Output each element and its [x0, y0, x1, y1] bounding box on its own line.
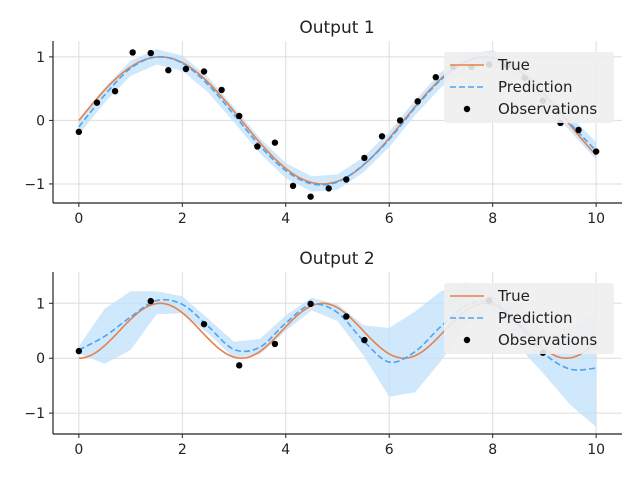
x-tick-label: 2 [178, 211, 187, 227]
x-tick-label: 4 [281, 442, 290, 458]
x-tick-label: 6 [385, 442, 394, 458]
observation-point [325, 185, 332, 192]
y-tick-label: −1 [24, 406, 45, 422]
y-tick-label: 0 [36, 351, 45, 367]
observation-point [396, 117, 404, 124]
legend-observations-swatch [463, 105, 471, 113]
observation-point [75, 128, 83, 136]
observation-point [575, 126, 582, 134]
panel-2-title: Output 2 [299, 249, 374, 269]
x-tick-label: 10 [587, 211, 605, 227]
observation-point [236, 112, 243, 120]
observation-point [307, 300, 314, 308]
observation-point [254, 143, 261, 150]
legend-box [444, 283, 614, 354]
x-tick-label: 8 [488, 211, 497, 227]
observation-point [75, 347, 83, 355]
x-tick-label: 2 [178, 442, 187, 458]
legend-prediction-label: Prediction [498, 78, 573, 96]
legend-observations-label: Observations [498, 100, 597, 118]
observation-point [218, 86, 225, 94]
legend-prediction-label: Prediction [498, 309, 573, 327]
observation-point [165, 67, 172, 74]
legend-observations-label: Observations [498, 331, 597, 349]
observation-point [343, 176, 350, 183]
y-tick-label: 1 [36, 296, 45, 312]
legend-box [444, 52, 614, 123]
x-tick-label: 8 [488, 442, 497, 458]
y-tick-label: −1 [24, 177, 45, 193]
panel-output-2: Output 2 0 2 4 6 8 10 −1 0 1 True Prediction Obser… [24, 249, 622, 458]
legend-true-label: True [497, 56, 530, 74]
observation-point [378, 133, 386, 140]
y-tick-label: 0 [36, 113, 45, 129]
x-tick-label: 0 [74, 211, 83, 227]
observation-point [236, 362, 243, 369]
observation-point [182, 65, 190, 73]
x-tick-label: 0 [74, 442, 83, 458]
observation-point [592, 148, 600, 155]
observation-point [147, 297, 154, 305]
observation-point [307, 193, 314, 200]
observation-point [147, 49, 154, 57]
observation-point [432, 74, 439, 81]
x-tick-label: 10 [587, 442, 605, 458]
observation-point [271, 139, 279, 146]
x-tick-label: 6 [385, 211, 394, 227]
observation-point [93, 99, 101, 106]
observation-point [200, 68, 208, 75]
observation-point [200, 320, 208, 328]
observation-point [343, 313, 350, 320]
observation-point [289, 182, 297, 190]
observation-point [129, 49, 136, 56]
observation-point [111, 87, 119, 95]
observation-point [271, 340, 279, 348]
x-tick-label: 4 [281, 211, 290, 227]
legend-observations-swatch [463, 336, 471, 344]
observation-point [361, 336, 368, 344]
observation-point [361, 154, 368, 162]
legend-true-label: True [497, 287, 530, 305]
y-tick-label: 1 [36, 50, 45, 66]
panel-output-1: Output 1 0 2 4 6 8 10 −1 0 1 True Prediction Obser… [24, 18, 622, 227]
observation-point [414, 98, 421, 105]
panel-1-title: Output 1 [299, 18, 374, 38]
